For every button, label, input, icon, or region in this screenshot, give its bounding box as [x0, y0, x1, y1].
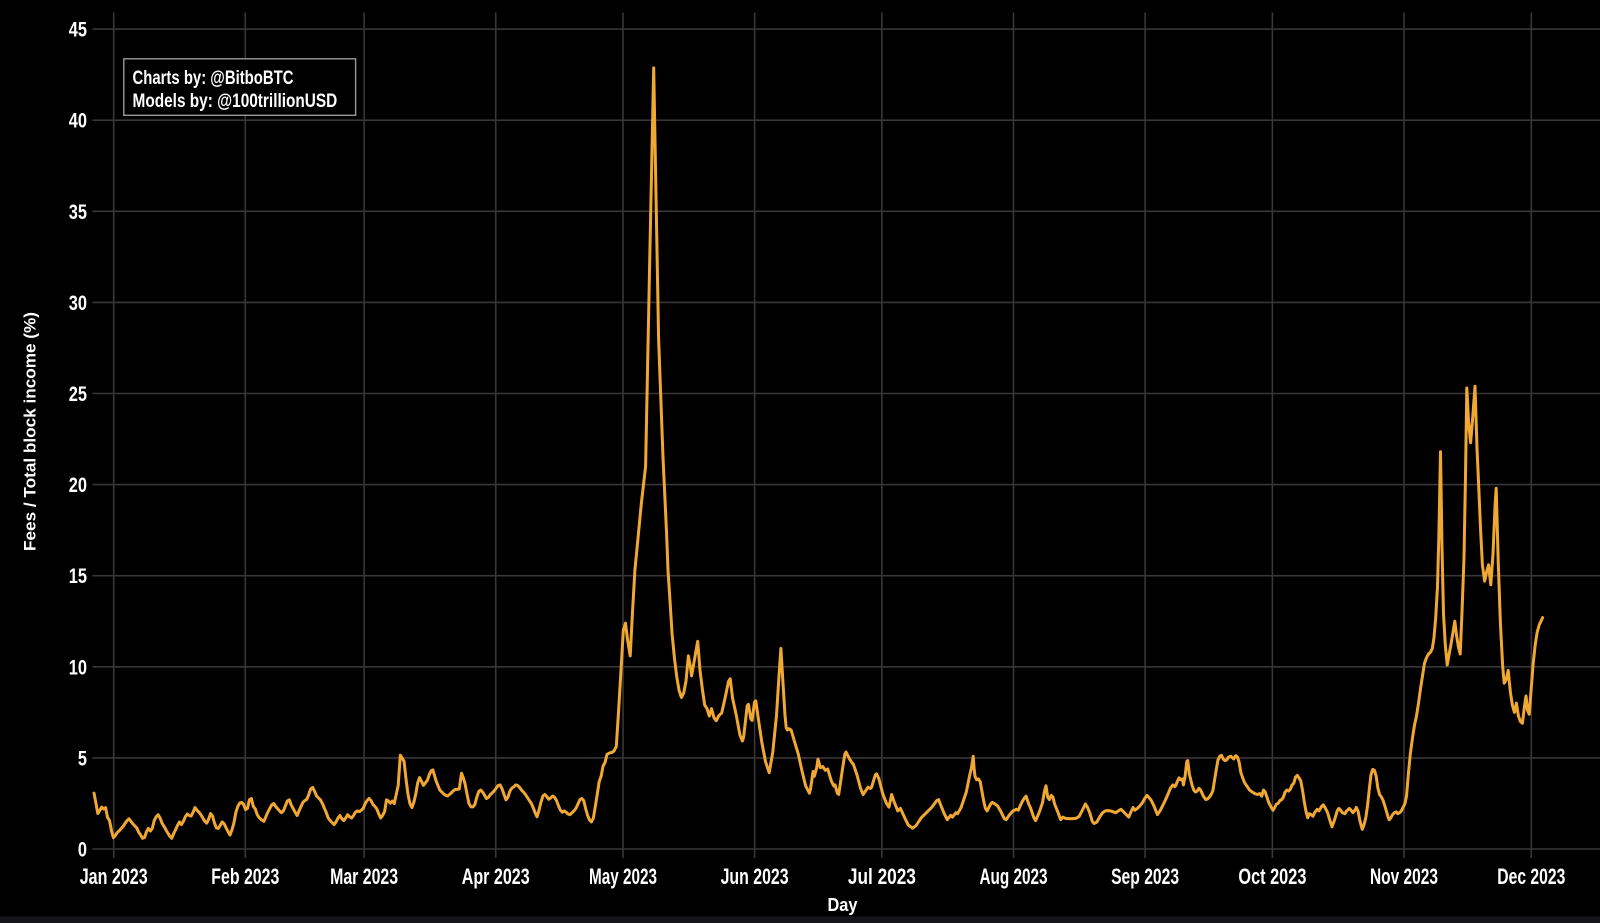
svg-text:Aug 2023: Aug 2023 — [980, 864, 1048, 889]
svg-text:Feb 2023: Feb 2023 — [211, 864, 279, 889]
svg-text:Day: Day — [828, 894, 859, 915]
svg-text:5: 5 — [78, 746, 87, 770]
svg-text:Nov 2023: Nov 2023 — [1370, 864, 1438, 889]
svg-text:Jan 2023: Jan 2023 — [80, 864, 148, 889]
svg-text:15: 15 — [69, 564, 87, 588]
svg-text:Jul 2023: Jul 2023 — [848, 864, 916, 889]
svg-text:30: 30 — [69, 291, 87, 315]
svg-text:Mar 2023: Mar 2023 — [330, 864, 398, 889]
svg-text:25: 25 — [69, 382, 87, 406]
svg-text:10: 10 — [69, 655, 87, 679]
svg-text:20: 20 — [69, 473, 87, 497]
svg-text:0: 0 — [78, 838, 87, 862]
svg-text:Sep 2023: Sep 2023 — [1111, 864, 1179, 889]
svg-text:35: 35 — [69, 200, 87, 224]
svg-text:May 2023: May 2023 — [589, 864, 657, 889]
svg-text:Oct 2023: Oct 2023 — [1238, 864, 1306, 889]
svg-text:45: 45 — [69, 18, 87, 42]
svg-text:Jun 2023: Jun 2023 — [721, 864, 789, 889]
svg-text:Charts by: @BitboBTC: Charts by: @BitboBTC — [133, 68, 294, 89]
svg-text:Fees / Total block income (%): Fees / Total block income (%) — [22, 312, 40, 551]
svg-text:40: 40 — [69, 109, 87, 133]
svg-text:Apr 2023: Apr 2023 — [462, 864, 530, 889]
svg-text:Models by: @100trillionUSD: Models by: @100trillionUSD — [133, 91, 338, 112]
svg-text:Dec 2023: Dec 2023 — [1497, 864, 1565, 889]
